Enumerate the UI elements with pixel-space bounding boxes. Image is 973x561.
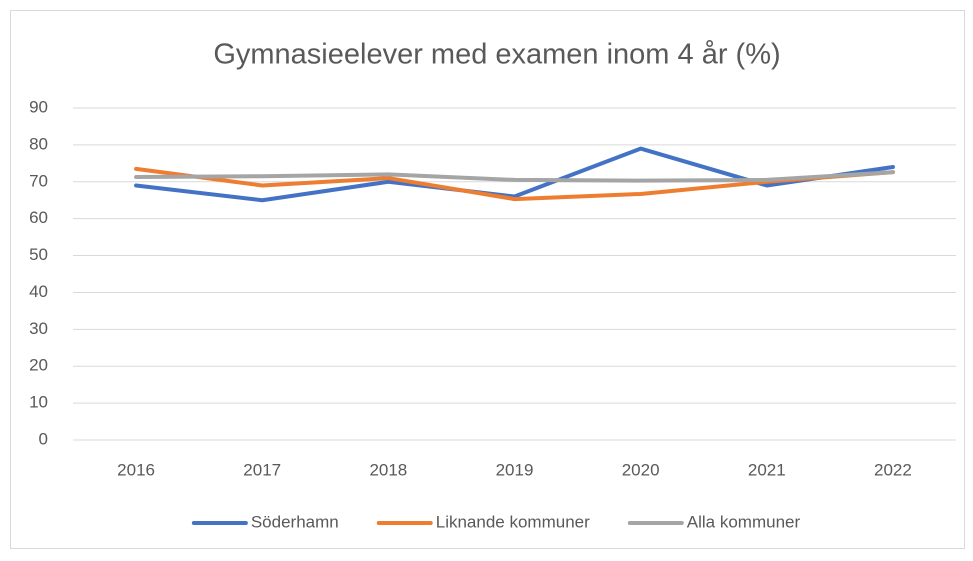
y-tick-label: 40 — [29, 282, 48, 301]
y-tick-label: 70 — [29, 171, 48, 190]
x-tick-label: 2022 — [874, 460, 912, 479]
y-tick-label: 10 — [29, 393, 48, 412]
y-tick-label: 90 — [29, 97, 48, 116]
y-tick-label: 20 — [29, 356, 48, 375]
y-tick-label: 0 — [39, 429, 48, 448]
x-tick-label: 2020 — [622, 460, 660, 479]
line-series — [134, 170, 895, 183]
y-tick-label: 30 — [29, 319, 48, 338]
x-tick-label: 2017 — [243, 460, 281, 479]
x-tick-label: 2016 — [117, 460, 155, 479]
x-tick-label: 2018 — [369, 460, 407, 479]
y-tick-label: 80 — [29, 134, 48, 153]
chart-title: Gymnasieelever med examen inom 4 år (%) — [213, 39, 780, 71]
y-tick-label: 50 — [29, 245, 48, 264]
chart-frame — [10, 10, 965, 549]
line-series — [134, 146, 895, 203]
x-tick-label: 2019 — [496, 460, 534, 479]
legend-label: Liknande kommuner — [436, 512, 590, 531]
y-tick-label: 60 — [29, 208, 48, 227]
x-tick-label: 2021 — [748, 460, 786, 479]
legend-label: Söderhamn — [251, 512, 339, 531]
legend-label: Alla kommuner — [687, 512, 801, 531]
